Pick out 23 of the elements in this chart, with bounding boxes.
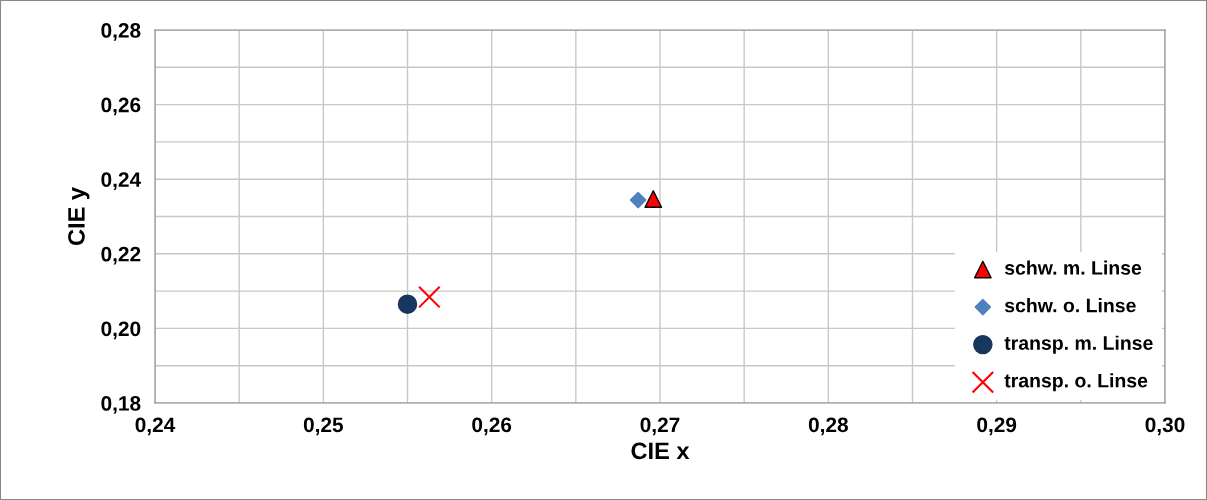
x-tick-label: 0,24 xyxy=(135,417,176,436)
point xyxy=(397,294,418,314)
y-tick-label: 0,20 xyxy=(101,321,141,340)
legend-label: schw. m. Linse xyxy=(1004,260,1142,275)
y-tick-label: 0,28 xyxy=(101,23,141,41)
x-tick-label: 0,28 xyxy=(808,417,848,436)
legend-label: transp. o. Linse xyxy=(1004,373,1148,392)
x-tick-label: 0,26 xyxy=(472,417,512,436)
x-tick-label: 0,27 xyxy=(640,417,680,436)
point xyxy=(644,190,663,208)
y-tick-label: 0,22 xyxy=(101,246,141,265)
y-axis-title: CIE y xyxy=(68,187,90,246)
x-tick-label: 0,30 xyxy=(1145,417,1185,436)
y-tick-label: 0,24 xyxy=(101,172,141,190)
legend-label: schw. o. Linse xyxy=(1004,298,1136,313)
point xyxy=(629,191,647,209)
x-axis-title: CIE x xyxy=(631,442,690,460)
point xyxy=(418,285,441,309)
x-tick-label: 0,29 xyxy=(977,417,1017,436)
legend-label: transp. m. Linse xyxy=(1004,335,1153,354)
y-tick-label: 0,18 xyxy=(101,396,141,414)
y-tick-label: 0,26 xyxy=(101,97,141,116)
x-tick-label: 0,25 xyxy=(303,417,344,436)
